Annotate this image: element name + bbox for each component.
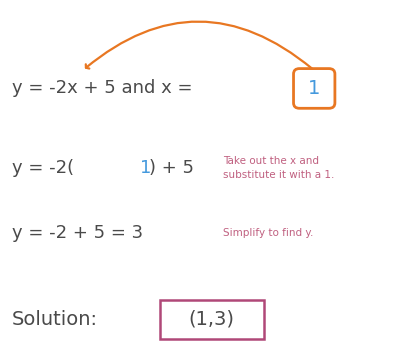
Text: Solution:: Solution:: [12, 310, 98, 329]
FancyBboxPatch shape: [294, 69, 335, 108]
Text: y = -2(: y = -2(: [12, 159, 74, 177]
Text: ) + 5: ) + 5: [149, 159, 194, 177]
Text: y = -2x + 5 and x =: y = -2x + 5 and x =: [12, 79, 192, 97]
Text: Simplify to find y.: Simplify to find y.: [223, 228, 313, 238]
FancyBboxPatch shape: [160, 300, 264, 339]
Text: y = -2 + 5 = 3: y = -2 + 5 = 3: [12, 224, 143, 242]
Text: Take out the x and
substitute it with a 1.: Take out the x and substitute it with a …: [223, 156, 334, 180]
Text: 1: 1: [140, 159, 151, 177]
Text: 1: 1: [308, 79, 320, 98]
Text: (1,3): (1,3): [189, 310, 235, 329]
